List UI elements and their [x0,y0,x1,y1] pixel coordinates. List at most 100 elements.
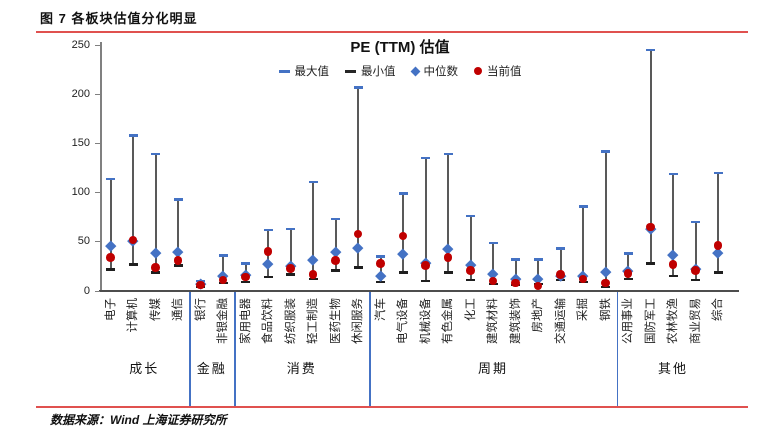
current-value-marker [353,229,363,239]
current-value-marker [331,256,340,265]
data-source: 数据来源：Wind 上海证券研究所 [50,413,227,427]
current-value-marker [308,270,318,279]
max-cap-marker [353,86,363,89]
y-tick-label: 0 [83,284,90,297]
current-value-marker [466,266,475,275]
median-diamond-marker [150,247,161,258]
chart-header: PE (TTM) 估值 最大值 最小值 中位数 当前值 [100,36,700,79]
y-tick-label: 50 [77,235,90,248]
min-cap-marker [106,268,115,271]
x-category-label: 国防军工 [644,298,657,344]
median-diamond-icon [410,66,420,76]
x-category-label: 医药生物 [329,298,342,344]
group-label: 消费 [286,361,317,376]
current-value-marker [151,263,160,272]
legend-label: 最小值 [361,66,396,78]
current-value-marker [398,231,408,241]
group-separator [189,292,191,406]
max-cap-marker [398,192,408,195]
legend-label: 最大值 [294,66,330,78]
range-line [154,154,157,273]
current-value-marker [556,270,565,279]
y-axis [100,42,102,292]
x-category-label: 综合 [712,298,724,321]
max-cap-marker [646,48,655,52]
range-line [582,206,584,283]
max-cap-marker [308,180,318,184]
current-value-marker [533,281,543,291]
y-tick [95,192,100,194]
x-category-label: 交通运输 [554,298,567,344]
max-cap-marker [173,198,183,201]
median-diamond-marker [397,248,409,259]
median-diamond-marker [262,258,274,269]
range-line [514,259,517,286]
max-cap-marker [106,177,115,181]
y-tick-label: 200 [71,87,90,100]
group-label: 其他 [657,361,689,376]
range-line [379,256,382,283]
min-cap-marker [601,285,610,289]
x-category-label: 采掘 [577,298,589,321]
x-category-label: 建筑装饰 [509,298,522,344]
max-cap-marker [376,255,385,258]
current-value-marker [263,247,273,256]
x-category-label: 公用事业 [622,298,634,344]
min-cap-marker [623,277,633,281]
median-diamond-marker [667,249,679,260]
range-line [717,172,719,273]
range-line [109,178,112,270]
legend-item-median: 中位数 [410,63,459,79]
x-category-label: 房地产 [532,298,544,333]
current-value-marker [601,278,610,288]
min-cap-marker [173,264,183,267]
range-line [694,222,697,281]
y-tick-label: 250 [71,38,90,51]
max-cap-marker [128,134,138,137]
max-dash-icon [278,69,290,73]
range-line [469,216,472,281]
current-value-marker [376,259,385,268]
y-tick [95,142,100,144]
current-value-marker [713,241,723,250]
current-value-marker [218,275,228,285]
range-line [604,151,607,288]
current-circle-icon [474,67,482,75]
range-line [289,229,292,275]
median-diamond-marker [352,242,364,254]
min-dash-icon [345,69,356,73]
figure-caption: 图 7 各板块估值分化明显 [40,11,198,26]
max-cap-marker [443,152,453,156]
x-category-label: 有色金属 [442,298,454,344]
current-value-marker [443,253,453,262]
top-rule [36,31,748,33]
current-value-marker [196,280,205,290]
min-cap-marker [668,274,678,278]
median-diamond-marker [600,266,611,277]
min-cap-marker [241,280,250,284]
current-value-marker [668,260,678,269]
group-label: 金融 [196,361,227,376]
max-cap-marker [511,258,520,261]
min-cap-marker [331,269,340,272]
min-cap-marker [353,266,363,269]
x-category-label: 汽车 [374,298,387,321]
max-cap-marker [241,262,250,265]
legend-label: 中位数 [423,66,459,78]
range-line [222,255,224,284]
max-cap-marker [218,254,228,257]
chart-title: PE (TTM) 估值 [350,39,450,56]
range-line [312,181,314,280]
x-category-label: 电子 [104,298,117,321]
min-cap-marker [691,278,700,282]
y-tick [95,241,100,243]
range-line [334,219,337,271]
group-separator [369,292,371,406]
min-cap-marker [421,279,430,283]
y-tick [95,44,100,46]
current-value-marker [578,274,588,284]
max-cap-marker [533,258,543,261]
group-label: 成长 [129,361,160,376]
range-line [537,259,539,285]
